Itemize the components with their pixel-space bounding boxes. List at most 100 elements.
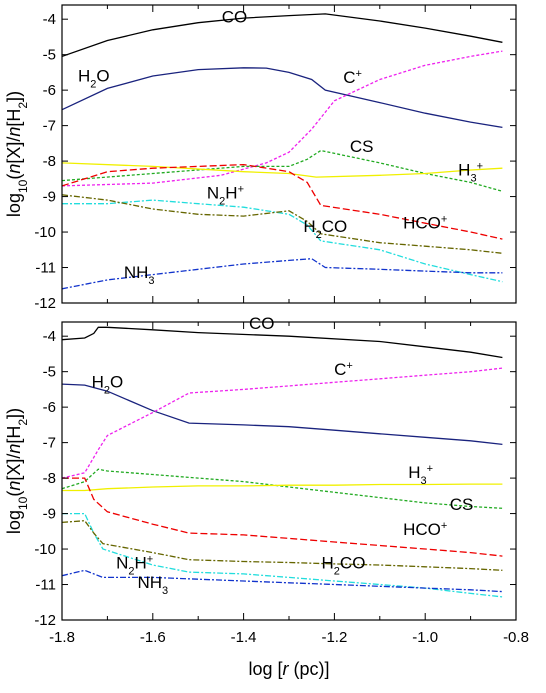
series-label-h2co-part: CO	[340, 554, 366, 573]
series-label-nh3-part: NH	[124, 263, 149, 282]
series-label-n2h-part: H	[225, 183, 237, 202]
y-axis-label-part: n	[4, 481, 24, 491]
y-tick-label: -11	[35, 260, 56, 277]
series-line-nh3	[62, 569, 503, 593]
panel-2: -12 -11 -10 -9 -8 -7 -6 -5 -4 -1.8 -1.6 -1.4 -1.2 -1.…	[4, 314, 529, 679]
y-tick-label: -10	[34, 541, 56, 558]
y-tick-label: -5	[43, 364, 56, 381]
y-axis-label: log10(n[X]/n[H2])	[4, 408, 30, 534]
series-label-h3-part: H	[408, 463, 420, 482]
y-tick-label: -9	[43, 189, 56, 206]
plot-frame	[61, 4, 517, 304]
series-group	[62, 13, 503, 290]
series-label-nh3-part: 3	[148, 275, 154, 287]
series-label-h2o: H2O	[92, 373, 124, 397]
y-tick-label: -10	[34, 224, 56, 241]
series-label-n2h: N2H+	[207, 183, 244, 207]
series-label-h3: H3+	[408, 463, 433, 487]
series-line-h2co	[62, 194, 503, 254]
series-line-n2h	[62, 199, 503, 283]
series-label-nh3: NH3	[124, 263, 155, 287]
series-label-hco-part: +	[441, 214, 447, 226]
y-axis-label-part: [H	[4, 426, 24, 444]
series-label-h2o-part: O	[96, 66, 109, 85]
y-axis-label-part: (	[4, 174, 24, 180]
series-line-h2o	[62, 67, 503, 129]
series-label-c: C+	[343, 68, 362, 87]
y-tick-label: -4	[43, 328, 56, 345]
y-tick-label: -12	[34, 295, 56, 312]
series-label-h2co-part: 2	[334, 566, 340, 578]
y-axis-label-part: (	[4, 491, 24, 497]
series-label-c-part: +	[346, 360, 352, 372]
y-tick-label: -8	[43, 470, 56, 487]
series-line-h2co	[62, 520, 503, 571]
series-label-h2co-part: 2	[316, 229, 322, 241]
series-label-h2o-part: H	[78, 66, 90, 85]
series-label-c-part: C	[343, 68, 355, 87]
series-label-nh3-part: 3	[162, 585, 168, 597]
x-axis-label-part: r	[283, 659, 290, 679]
series-label-n2h-part: 2	[219, 195, 225, 207]
y-axis-label-part: n	[4, 164, 24, 174]
y-axis-label-part: n	[4, 444, 24, 454]
series-label-nh3-part: NH	[137, 573, 162, 592]
y-tick-label: -9	[43, 506, 56, 523]
x-tick-label: -1.6	[140, 629, 166, 646]
y-axis-label-part: 2	[16, 102, 30, 109]
series-line-h3	[62, 162, 503, 178]
series-group	[62, 326, 503, 598]
y-tick-label: -8	[43, 153, 56, 170]
x-tick-label: -1.4	[231, 629, 257, 646]
y-axis-label-part: [X]/	[4, 454, 24, 481]
y-axis-label-part: log	[4, 510, 24, 534]
series-label-hco: HCO+	[403, 214, 447, 233]
y-axis-label: log10(n[X]/n[H2])	[4, 91, 30, 217]
series-label-n2h-part: +	[147, 554, 153, 566]
y-tick-label: -6	[43, 82, 56, 99]
x-tick-label: -0.8	[503, 629, 529, 646]
series-label-n2h-part: 2	[128, 566, 134, 578]
series-label-c: C+	[334, 360, 353, 379]
series-label-co: CO	[249, 314, 275, 333]
y-tick-label: -12	[34, 612, 56, 629]
series-label-h2o-part: O	[110, 373, 123, 392]
x-tick-label: -1.8	[49, 629, 75, 646]
y-tick-label: -7	[43, 118, 56, 135]
x-tick-label: -1.2	[321, 629, 347, 646]
y-axis-label-part: ])	[4, 408, 24, 419]
series-label-n2h: N2H+	[116, 554, 153, 578]
series-label-h3-part: +	[427, 463, 433, 475]
y-tick-label: -6	[43, 399, 56, 416]
series-label-c-part: +	[355, 68, 361, 80]
series-label-hco-part: +	[441, 520, 447, 532]
series-label-co: CO	[222, 8, 248, 27]
y-tick-label: -11	[35, 577, 56, 594]
x-tick-label: -1.0	[412, 629, 438, 646]
series-label-h3-part: 3	[421, 475, 427, 487]
series-label-h3-part: 3	[470, 172, 476, 184]
series-line-hco	[62, 477, 503, 557]
y-axis-label-part: 10	[16, 179, 30, 193]
series-label-cs-part: CS	[350, 137, 374, 156]
series-label-hco: HCO+	[403, 520, 447, 539]
series-label-h2co-part: H	[303, 217, 315, 236]
y-axis-label-part: [X]/	[4, 137, 24, 164]
y-tick-label: -7	[43, 435, 56, 452]
series-label-co-part: CO	[222, 8, 248, 27]
series-label-h2co: H2CO	[303, 217, 347, 241]
series-line-h3	[62, 483, 503, 492]
y-axis-label-part: n	[4, 127, 24, 137]
series-label-h2co-part: CO	[322, 217, 348, 236]
series-label-cs: CS	[350, 137, 374, 156]
panel-1: -12-11-10-9-8-7-6-5-4log10(n[X]/n[H2])CO…	[4, 4, 517, 312]
x-axis-label-part: log [	[248, 659, 282, 679]
series-line-c	[62, 50, 503, 187]
series-label-h2o: H2O	[78, 66, 110, 90]
series-label-h2co-part: H	[322, 554, 334, 573]
x-axis-label-part: (pc)]	[289, 659, 330, 679]
x-axis-label: log [r (pc)]	[248, 659, 329, 679]
series-label-h2o-part: H	[92, 373, 104, 392]
series-line-c	[62, 367, 503, 479]
y-axis-label-part: [H	[4, 109, 24, 127]
